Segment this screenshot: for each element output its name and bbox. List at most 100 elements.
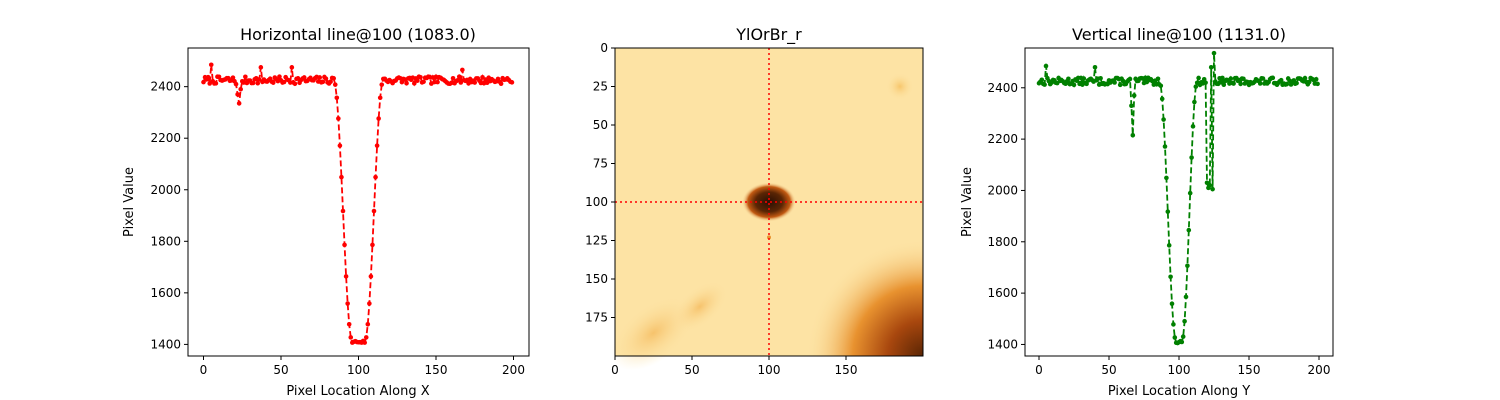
plot-title-heatmap: YlOrBr_r — [735, 25, 802, 45]
x-tick-label: 50 — [273, 363, 288, 377]
x-axis-label-vertical: Pixel Location Along Y — [1108, 384, 1250, 399]
data-point — [456, 74, 462, 79]
data-point — [1183, 294, 1189, 300]
data-point — [332, 82, 338, 87]
data-point — [1278, 77, 1284, 83]
x-tick-label: 100 — [758, 363, 781, 377]
data-point — [421, 79, 426, 85]
y-tick-label: 2400 — [150, 80, 181, 94]
data-point — [1066, 76, 1071, 82]
horizontal-profile-plot-area: 0 50 100 150 200 1400 1600 1800 2000 2200 2400 — [150, 47, 530, 377]
data-point — [1129, 103, 1134, 109]
data-point — [337, 143, 343, 148]
data-point — [1228, 76, 1234, 81]
data-point — [208, 62, 214, 68]
data-point — [258, 65, 264, 70]
y-tick-label: 2400 — [987, 81, 1018, 95]
data-point — [342, 242, 347, 248]
plot-frame — [1024, 47, 1334, 357]
data-point — [205, 74, 211, 80]
data-point — [365, 322, 371, 327]
data-point — [1039, 77, 1045, 83]
data-point — [270, 80, 276, 85]
data-point — [1211, 50, 1217, 56]
y-tick-label: 25 — [593, 80, 608, 94]
data-point — [331, 76, 337, 81]
data-point — [1208, 64, 1214, 70]
data-point — [460, 67, 465, 73]
heatmap-panel: YlOrBr_r 0 50 100 150 0 25 50 75 100 125 150 175 — [585, 25, 924, 377]
x-tick-label: 150 — [835, 363, 858, 377]
data-point — [1161, 117, 1166, 122]
data-point — [377, 95, 383, 101]
data-point — [509, 80, 515, 85]
data-point — [323, 76, 329, 81]
data-point — [1257, 81, 1263, 86]
data-point — [1164, 175, 1169, 181]
y-tick-label: 0 — [600, 41, 608, 55]
data-point — [415, 78, 420, 83]
y-tick-label: 125 — [585, 234, 608, 248]
data-point — [404, 80, 409, 86]
data-point — [1159, 96, 1165, 102]
data-point — [1130, 132, 1136, 138]
data-point — [376, 116, 381, 121]
y-axis-label-horizontal: Pixel Value — [122, 167, 137, 237]
data-point — [371, 208, 377, 214]
data-point — [1190, 124, 1196, 129]
data-point — [498, 81, 504, 87]
data-point — [1186, 227, 1192, 233]
data-point — [1131, 93, 1137, 98]
y-tick-label: 1600 — [987, 286, 1018, 300]
data-point — [1162, 144, 1168, 149]
data-point — [1221, 82, 1227, 88]
data-point — [317, 75, 323, 80]
data-point — [1081, 76, 1087, 81]
data-point — [1168, 274, 1173, 280]
data-point — [373, 174, 378, 180]
data-point — [1098, 75, 1103, 81]
data-point — [450, 76, 456, 81]
data-point — [320, 79, 326, 85]
series-line — [202, 64, 513, 345]
data-point — [345, 301, 350, 306]
y-tick-label: 75 — [593, 157, 608, 171]
data-point — [1203, 80, 1208, 85]
data-point — [235, 92, 240, 97]
data-point — [363, 335, 369, 340]
plot-title-vertical: Vertical line@100 (1131.0) — [1072, 25, 1286, 44]
data-point — [1315, 81, 1320, 87]
data-point — [1270, 75, 1276, 81]
x-tick-label: 50 — [684, 363, 699, 377]
data-point — [1302, 75, 1308, 81]
vertical-profile-panel: Vertical line@100 (1131.0) 0 50 100 150 200 1… — [960, 25, 1334, 399]
y-tick-label: 1800 — [987, 235, 1018, 249]
x-tick-label: 0 — [1035, 363, 1043, 377]
data-point — [1127, 76, 1133, 82]
data-point — [1196, 75, 1201, 81]
data-point — [1260, 76, 1266, 81]
data-point — [435, 79, 440, 85]
data-point — [1306, 79, 1312, 85]
x-tick-label: 50 — [1101, 363, 1116, 377]
vertical-profile-plot-area: 0 50 100 150 200 1400 1600 1800 2000 2200 2400 — [987, 47, 1334, 377]
x-tick-label: 100 — [1168, 363, 1191, 377]
data-point — [1179, 339, 1185, 345]
data-point — [1231, 81, 1236, 86]
data-point — [233, 81, 239, 87]
data-point — [257, 77, 262, 82]
data-point — [1193, 84, 1199, 89]
y-tick-label: 2200 — [987, 132, 1018, 146]
data-point — [201, 79, 206, 85]
data-point — [213, 81, 219, 86]
y-tick-label: 175 — [585, 311, 608, 325]
x-tick-label: 100 — [347, 363, 370, 377]
data-point — [1166, 243, 1172, 248]
data-point — [1241, 76, 1246, 82]
data-point — [1169, 301, 1175, 307]
data-point — [292, 81, 298, 87]
data-point — [346, 322, 352, 327]
data-point — [1189, 155, 1194, 160]
data-point — [1117, 82, 1123, 88]
series-line — [1038, 53, 1319, 344]
